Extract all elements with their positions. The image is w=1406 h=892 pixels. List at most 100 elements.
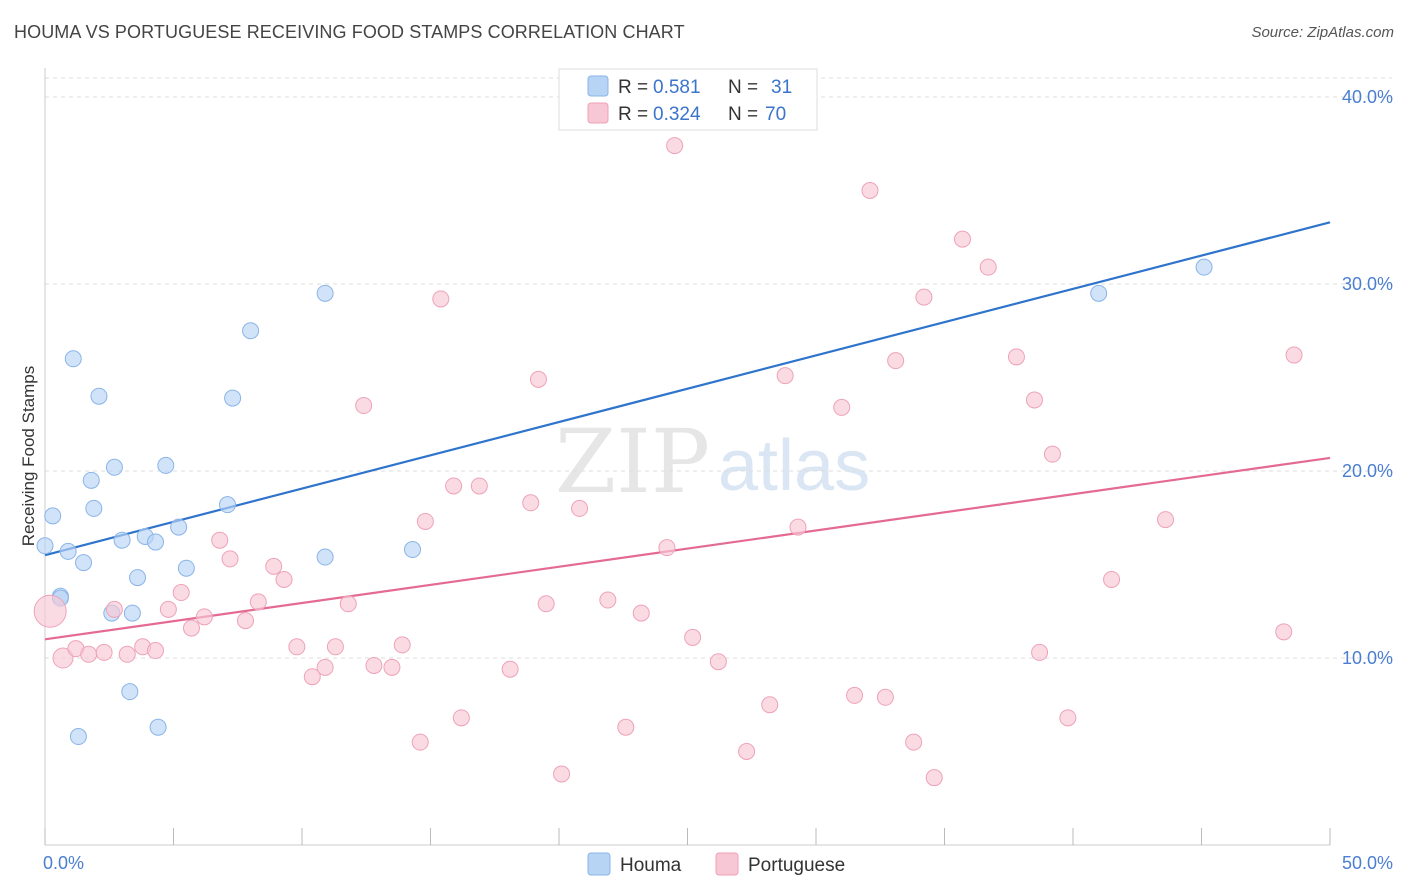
houma-point: [1195, 258, 1213, 276]
portuguese-point: [118, 645, 136, 663]
portuguese-point: [905, 733, 923, 751]
portuguese-point: [339, 595, 357, 613]
houma-point: [75, 554, 93, 572]
houma-point: [147, 533, 165, 551]
portuguese-point: [211, 531, 229, 549]
portuguese-point: [979, 258, 997, 276]
houma-point: [224, 389, 242, 407]
portuguese-point: [632, 604, 650, 622]
portuguese-point: [288, 638, 306, 656]
portuguese-point: [236, 612, 254, 630]
houma-point: [149, 718, 167, 736]
legend-r-label-houma: R =: [618, 77, 648, 98]
houma-point: [316, 548, 334, 566]
portuguese-point: [761, 696, 779, 714]
houma-point: [44, 507, 62, 525]
bottom-legend-portuguese: Portuguese: [748, 855, 845, 876]
y-tick-label: 10.0%: [1342, 648, 1393, 668]
portuguese-point: [316, 658, 334, 676]
portuguese-point: [195, 608, 213, 626]
portuguese-point: [249, 593, 267, 611]
portuguese-point: [1025, 391, 1043, 409]
legend-r-value-houma: 0.581: [653, 77, 701, 98]
portuguese-point: [522, 494, 540, 512]
portuguese-point: [776, 367, 794, 385]
bottom-legend-swatch-houma: [587, 852, 611, 876]
portuguese-point: [393, 636, 411, 654]
watermark-atlas: atlas: [718, 426, 870, 506]
portuguese-point: [658, 539, 676, 557]
axes: [44, 68, 1331, 846]
portuguese-point: [33, 594, 67, 628]
portuguese-point: [80, 645, 98, 663]
legend-r-value-portuguese: 0.324: [653, 104, 701, 125]
portuguese-point: [326, 638, 344, 656]
portuguese-point: [275, 570, 293, 588]
houma-point: [1090, 284, 1108, 302]
houma-point: [64, 350, 82, 368]
portuguese-point: [553, 765, 571, 783]
houma-point: [170, 518, 188, 536]
portuguese-point: [383, 658, 401, 676]
portuguese-point: [147, 642, 165, 660]
portuguese-point: [861, 182, 879, 199]
portuguese-point: [599, 591, 617, 609]
houma-point: [85, 499, 103, 517]
houma-point: [129, 569, 147, 587]
portuguese-point: [1157, 511, 1175, 529]
houma-point: [105, 458, 123, 476]
portuguese-point: [452, 709, 470, 727]
portuguese-point: [537, 595, 555, 613]
portuguese-point: [501, 660, 519, 678]
portuguese-point: [833, 398, 851, 416]
portuguese-point: [571, 499, 589, 517]
legend-n-label-portuguese: N =: [728, 104, 758, 125]
houma-point: [90, 387, 108, 405]
portuguese-point: [1059, 709, 1077, 727]
houma-point: [157, 456, 175, 474]
y-tick-label: 30.0%: [1342, 274, 1393, 294]
portuguese-point: [684, 628, 702, 646]
x-tick-label-max: 50.0%: [1342, 853, 1393, 873]
houma-point: [177, 559, 195, 577]
gridlines: [45, 77, 1392, 659]
houma-point: [36, 537, 54, 555]
y-tick-label: 20.0%: [1342, 461, 1393, 481]
portuguese-point: [915, 288, 933, 306]
houma-point: [316, 284, 334, 302]
houma-point: [69, 728, 87, 746]
y-tick-label: 40.0%: [1342, 87, 1393, 107]
portuguese-point: [846, 686, 864, 704]
legend-swatch-portuguese: [587, 102, 609, 124]
source-credit: Source: ZipAtlas.com: [1251, 24, 1394, 41]
legend-n-value-houma: 31: [771, 77, 792, 98]
portuguese-point: [432, 290, 450, 308]
portuguese-point: [1031, 643, 1049, 661]
portuguese-point: [887, 352, 905, 370]
legend-n-label-houma: N =: [728, 77, 758, 98]
bottom-legend-houma: Houma: [620, 855, 682, 876]
y-axis-label: Receiving Food Stamps: [19, 366, 38, 546]
portuguese-point: [303, 668, 321, 686]
houma-point: [121, 683, 139, 701]
data-points: [33, 137, 1303, 787]
portuguese-point: [411, 733, 429, 751]
portuguese-point: [1275, 623, 1293, 641]
legend-n-value-portuguese: 70: [765, 104, 786, 125]
portuguese-point: [159, 600, 177, 618]
portuguese-point: [470, 477, 488, 495]
houma-point: [113, 531, 131, 549]
portuguese-point: [265, 557, 283, 575]
bottom-legend-swatch-portuguese: [715, 852, 739, 876]
bottom-legend: Houma Portuguese: [587, 852, 845, 876]
portuguese-point: [365, 656, 383, 674]
portuguese-point: [925, 769, 943, 787]
watermark-zip: ZIP: [555, 410, 710, 513]
houma-point: [242, 322, 260, 340]
portuguese-point: [738, 743, 756, 760]
legend-swatch-houma: [587, 75, 609, 97]
x-tick-label-min: 0.0%: [43, 853, 84, 873]
portuguese-point: [789, 518, 807, 536]
houma-point: [404, 541, 422, 559]
